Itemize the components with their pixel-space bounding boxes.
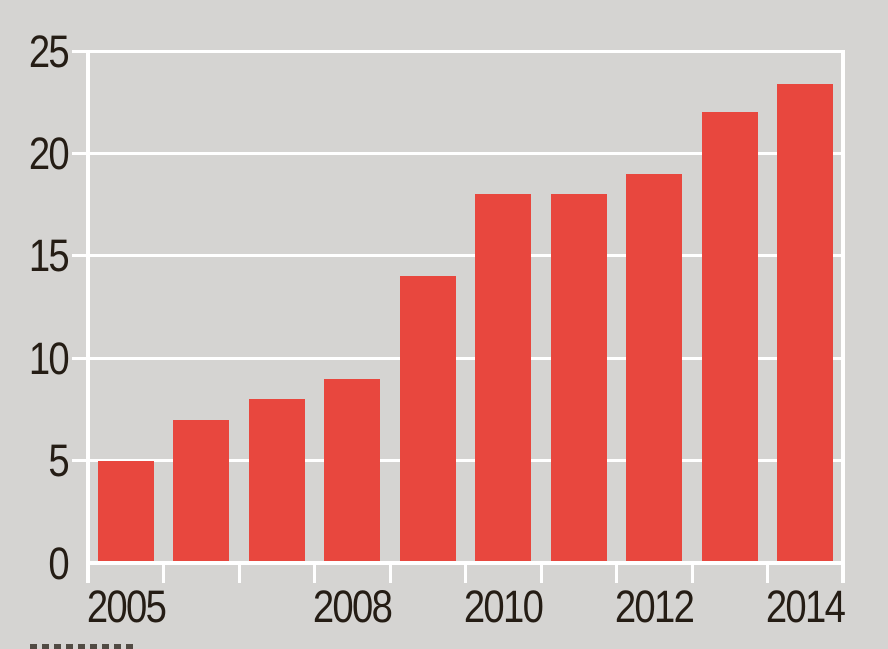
- gridline: [72, 356, 845, 360]
- x-tick-mark: [388, 565, 392, 583]
- bar: [777, 83, 834, 561]
- y-tick-label: 10: [28, 332, 70, 384]
- x-tick-label: 2005: [86, 581, 167, 632]
- x-tick-label: 2014: [766, 581, 846, 632]
- bar: [626, 173, 683, 561]
- plot-right-border: [841, 51, 845, 583]
- y-tick-label: 5: [48, 435, 69, 487]
- x-tick-mark: [690, 565, 694, 583]
- bar: [248, 399, 305, 561]
- x-axis-line: [86, 561, 845, 565]
- y-tick-label: 25: [28, 25, 70, 77]
- x-tick-label: 2010: [464, 581, 544, 632]
- y-tick-label: 20: [28, 127, 70, 179]
- x-tick-label: 2008: [313, 581, 393, 632]
- bar: [550, 194, 607, 561]
- x-tick-mark: [313, 565, 316, 583]
- x-tick-label: 2012: [615, 581, 695, 632]
- x-tick-mark: [766, 565, 769, 583]
- bar: [173, 419, 230, 561]
- y-tick-label: 0: [48, 537, 69, 589]
- gridline: [72, 254, 845, 258]
- gridline: [72, 459, 845, 463]
- bar: [324, 378, 381, 561]
- x-tick-mark: [615, 565, 618, 583]
- clipped-footnote-fragment: [30, 644, 138, 649]
- bar: [701, 112, 758, 561]
- bar: [475, 194, 532, 561]
- bar: [399, 276, 456, 561]
- x-tick-mark: [539, 565, 543, 583]
- y-axis-line: [86, 51, 90, 583]
- x-tick-mark: [162, 565, 165, 583]
- x-tick-mark: [237, 565, 241, 583]
- bar: [97, 460, 154, 561]
- gridline: [72, 49, 845, 53]
- x-tick-mark: [464, 565, 467, 583]
- gridline: [72, 151, 845, 155]
- y-tick-label: 15: [28, 230, 70, 282]
